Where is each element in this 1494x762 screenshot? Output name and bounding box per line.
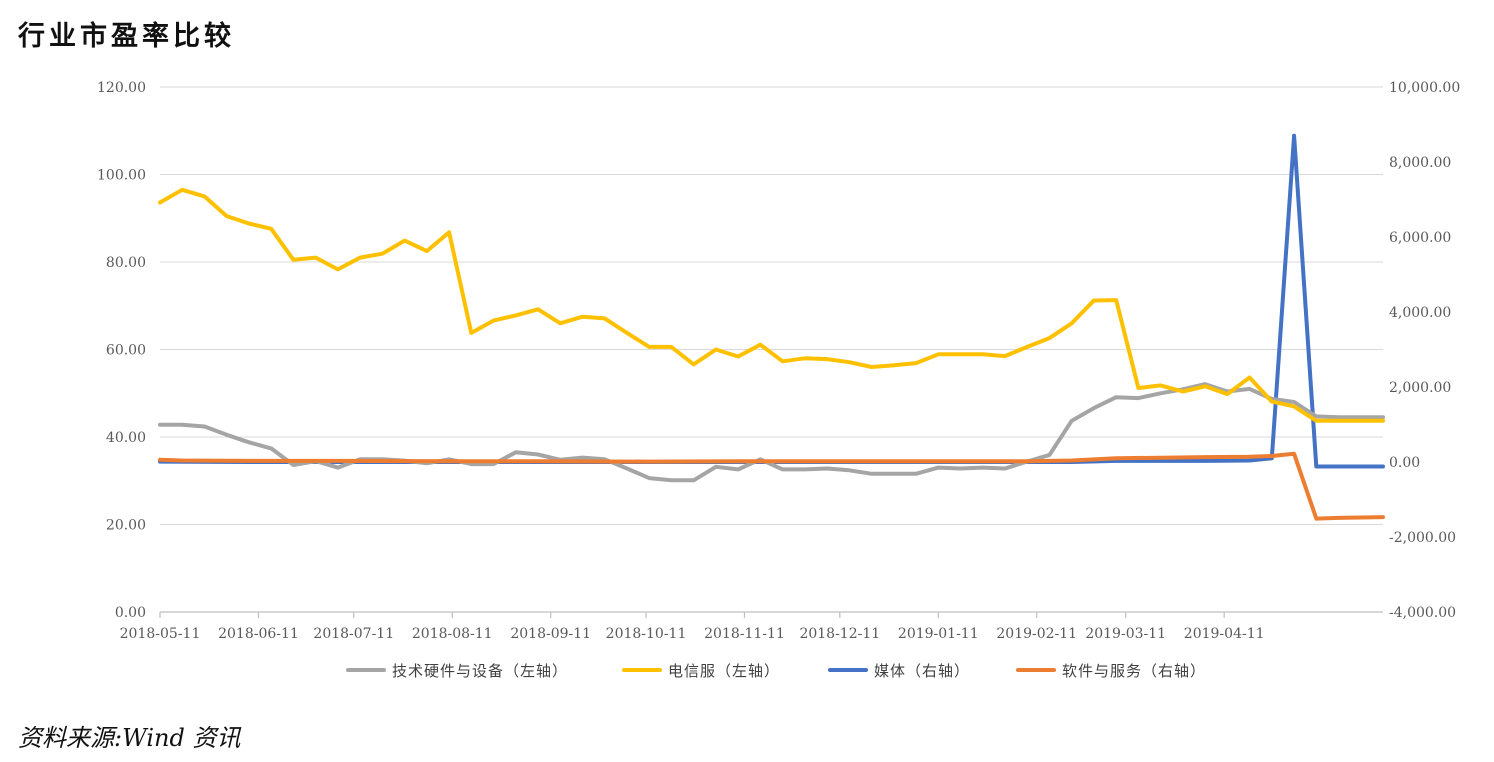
x-axis-tick-label: 2018-07-11 — [313, 626, 394, 642]
x-axis-tick-label: 2019-01-11 — [898, 626, 979, 642]
right-axis-tick-label: -2,000.00 — [1389, 530, 1456, 546]
right-axis-tick-label: 2,000.00 — [1389, 380, 1451, 396]
legend-label: 电信服（左轴） — [668, 662, 780, 680]
x-axis-tick-label: 2018-08-11 — [412, 626, 493, 642]
x-axis-tick-label: 2018-09-11 — [510, 626, 591, 642]
right-axis-tick-label: 10,000.00 — [1389, 80, 1460, 96]
right-axis-tick-label: 0.00 — [1389, 455, 1420, 471]
left-axis-tick-label: 80.00 — [106, 255, 146, 271]
series-line-0 — [158, 382, 1385, 483]
x-axis-tick-label: 2018-06-11 — [218, 626, 299, 642]
left-axis-tick-label: 0.00 — [115, 605, 146, 621]
left-axis-tick-label: 60.00 — [106, 343, 146, 359]
x-axis-tick-label: 2019-03-11 — [1085, 626, 1166, 642]
page-title: 行业市盈率比较 — [18, 21, 235, 52]
x-axis-tick-label: 2019-02-11 — [996, 626, 1077, 642]
left-axis-tick-label: 120.00 — [97, 80, 146, 96]
left-axis-tick-label: 100.00 — [97, 168, 146, 184]
source-note: 资料来源:Wind 资讯 — [18, 724, 241, 752]
x-axis-tick-label: 2018-12-11 — [799, 626, 880, 642]
left-axis-tick-label: 40.00 — [106, 430, 146, 446]
series-line-1 — [158, 187, 1385, 423]
x-axis-tick-label: 2019-04-11 — [1184, 626, 1265, 642]
right-axis-tick-label: 6,000.00 — [1389, 230, 1451, 246]
series-line-2 — [158, 133, 1385, 469]
right-axis-tick-label: 8,000.00 — [1389, 155, 1451, 171]
x-axis-tick-label: 2018-11-11 — [704, 626, 785, 642]
pe-ratio-chart: 0.00 20.00 40.00 60.00 80.00 100.00 120.00 -4,0… — [97, 80, 1460, 680]
legend-label: 软件与服务（右轴） — [1062, 662, 1206, 680]
right-axis-tick-label: 4,000.00 — [1389, 305, 1451, 321]
legend-label: 技术硬件与设备（左轴） — [392, 662, 568, 680]
series-line-3 — [158, 451, 1385, 521]
x-axis-tick-label: 2018-10-11 — [606, 626, 687, 642]
left-axis-tick-label: 20.00 — [106, 518, 146, 534]
right-axis-tick-label: -4,000.00 — [1389, 605, 1456, 621]
legend-label: 媒体（右轴） — [874, 662, 970, 680]
x-axis-tick-label: 2018-05-11 — [120, 626, 201, 642]
